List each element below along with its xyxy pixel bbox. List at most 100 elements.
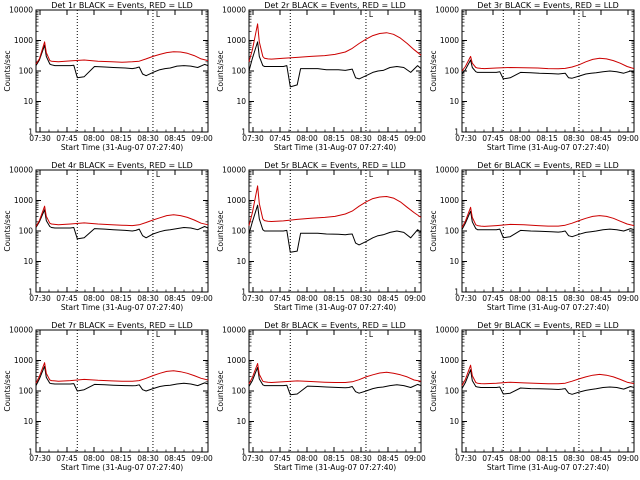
series-red-line: [35, 205, 209, 227]
x-tick-label: 07:30: [29, 454, 51, 463]
x-tick-label: 08:15: [323, 294, 345, 303]
plot-frame: [35, 329, 209, 453]
y-axis-label: Counts/sec: [429, 370, 438, 411]
y-tick-label: 10000: [222, 166, 246, 175]
series-red-line: [461, 55, 635, 72]
y-tick-label: 10: [23, 97, 33, 106]
y-tick-label: 1000: [440, 36, 459, 45]
x-axis-label: Start Time (31-Aug-07 07:27:40): [274, 463, 396, 472]
y-tick-label: 1: [241, 128, 246, 137]
x-axis-label: Start Time (31-Aug-07 07:27:40): [61, 143, 183, 152]
y-tick-label: 10000: [222, 326, 246, 335]
y-tick-label: 100: [232, 67, 247, 76]
x-tick-label: 08:15: [110, 454, 132, 463]
x-tick-label: 08:45: [590, 294, 612, 303]
x-axis-label: Start Time (31-Aug-07 07:27:40): [274, 303, 396, 312]
x-tick-label: 08:15: [323, 454, 345, 463]
x-tick-label: 07:30: [455, 134, 477, 143]
top-marker: L: [369, 170, 374, 179]
chart-panel-1: Det 1r BLACK = Events, RED = LLD 1 10 100 10…: [3, 1, 213, 152]
series-black-line: [35, 209, 209, 240]
y-tick-label: 1: [28, 128, 33, 137]
series-red-line: [461, 206, 635, 228]
x-tick-label: 09:00: [404, 134, 426, 143]
y-tick-label: 1: [241, 288, 246, 297]
y-tick-label: 1: [241, 448, 246, 457]
chart-title: Det 8r BLACK = Events, RED = LLD: [264, 321, 406, 330]
x-tick-label: 09:00: [617, 454, 639, 463]
x-tick-label: 08:30: [563, 294, 585, 303]
y-tick-label: 100: [445, 387, 460, 396]
top-marker: L: [156, 10, 161, 19]
chart-panel-7: Det 7r BLACK = Events, RED = LLD 1 10 100 10…: [3, 321, 213, 472]
x-axis-label: Start Time (31-Aug-07 07:27:40): [487, 143, 609, 152]
y-tick-label: 10000: [9, 326, 33, 335]
x-tick-label: 08:45: [164, 134, 186, 143]
top-marker: L: [582, 10, 587, 19]
chart-title: Det 9r BLACK = Events, RED = LLD: [477, 321, 619, 330]
series-red-line: [248, 23, 422, 62]
y-tick-label: 10000: [435, 166, 459, 175]
chart-title: Det 2r BLACK = Events, RED = LLD: [264, 1, 406, 10]
x-tick-label: 08:15: [323, 134, 345, 143]
x-tick-label: 09:00: [404, 454, 426, 463]
y-tick-label: 10000: [435, 326, 459, 335]
x-tick-label: 08:15: [536, 294, 558, 303]
x-tick-label: 08:30: [350, 134, 372, 143]
x-tick-label: 08:45: [590, 134, 612, 143]
x-tick-label: 08:30: [350, 294, 372, 303]
series-black-line: [461, 59, 635, 80]
x-tick-label: 08:15: [110, 134, 132, 143]
y-tick-label: 1000: [14, 36, 33, 45]
y-tick-label: 1000: [440, 196, 459, 205]
y-tick-label: 1: [454, 288, 459, 297]
chart-title: Det 3r BLACK = Events, RED = LLD: [477, 1, 619, 10]
chart-title: Det 5r BLACK = Events, RED = LLD: [264, 161, 406, 170]
series-black-line: [248, 41, 422, 88]
x-tick-label: 08:30: [137, 134, 159, 143]
series-black-line: [248, 366, 422, 396]
y-tick-label: 1000: [227, 356, 246, 365]
y-tick-label: 10: [236, 257, 246, 266]
chart-title: Det 4r BLACK = Events, RED = LLD: [51, 161, 193, 170]
plot-frame: [461, 329, 635, 453]
x-tick-label: 08:45: [164, 294, 186, 303]
x-tick-label: 07:30: [455, 454, 477, 463]
x-tick-label: 08:45: [590, 454, 612, 463]
series-black-line: [248, 204, 422, 253]
x-axis-label: Start Time (31-Aug-07 07:27:40): [61, 303, 183, 312]
y-tick-label: 10: [23, 417, 33, 426]
x-tick-label: 08:15: [536, 454, 558, 463]
x-tick-label: 07:45: [482, 294, 504, 303]
series-red-line: [248, 363, 422, 385]
x-tick-label: 07:45: [269, 454, 291, 463]
y-tick-label: 10: [449, 417, 459, 426]
y-tick-label: 10: [236, 97, 246, 106]
y-tick-label: 1000: [440, 356, 459, 365]
y-axis-label: Counts/sec: [216, 50, 225, 91]
series-black-line: [35, 365, 209, 392]
x-tick-label: 08:00: [509, 134, 531, 143]
x-tick-label: 08:30: [350, 454, 372, 463]
y-tick-label: 100: [232, 227, 247, 236]
top-marker: L: [369, 330, 374, 339]
y-tick-label: 1000: [227, 36, 246, 45]
x-tick-label: 07:30: [242, 294, 264, 303]
x-tick-label: 07:30: [29, 134, 51, 143]
x-tick-label: 08:00: [509, 454, 531, 463]
x-axis-label: Start Time (31-Aug-07 07:27:40): [274, 143, 396, 152]
x-tick-label: 08:00: [296, 294, 318, 303]
x-tick-label: 08:00: [83, 134, 105, 143]
x-tick-label: 08:45: [377, 134, 399, 143]
x-tick-label: 08:15: [110, 294, 132, 303]
x-tick-label: 08:30: [137, 454, 159, 463]
y-axis-label: Counts/sec: [429, 210, 438, 251]
x-tick-label: 08:00: [509, 294, 531, 303]
x-tick-label: 07:30: [29, 294, 51, 303]
x-tick-label: 09:00: [404, 294, 426, 303]
top-marker: L: [156, 170, 161, 179]
chart-title: Det 6r BLACK = Events, RED = LLD: [477, 161, 619, 170]
x-tick-label: 09:00: [191, 294, 213, 303]
chart-title: Det 1r BLACK = Events, RED = LLD: [51, 1, 193, 10]
